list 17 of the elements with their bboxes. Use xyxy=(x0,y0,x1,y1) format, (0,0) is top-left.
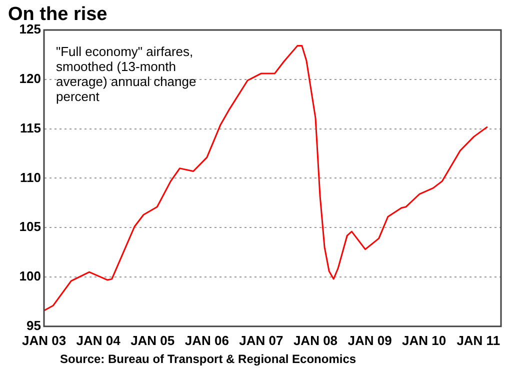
y-tick-label: 120 xyxy=(19,70,41,86)
annotation: "Full economy" airfares, smoothed (13-month average) annual change percent xyxy=(56,44,198,104)
y-tick-label: 105 xyxy=(19,219,41,234)
x-tick-label: JAN 08 xyxy=(293,332,338,348)
x-tick-label: JAN 11 xyxy=(456,332,500,348)
y-tick-label: 110 xyxy=(20,170,41,185)
x-tick-label: JAN 09 xyxy=(348,332,392,348)
y-tick-label: 100 xyxy=(19,268,41,284)
x-tick-label: JAN 10 xyxy=(402,332,446,348)
x-tick-label: JAN 03 xyxy=(22,332,66,348)
y-tick-label: 95 xyxy=(26,318,41,333)
source-note: Source: Bureau of Transport & Regional Economics xyxy=(60,352,356,366)
x-tick-label: JAN 07 xyxy=(239,332,284,348)
x-tick-label: JAN 06 xyxy=(184,332,229,348)
y-tick-label: 115 xyxy=(20,120,41,136)
x-tick-label: JAN 05 xyxy=(130,332,175,348)
x-tick-label: JAN 04 xyxy=(76,332,122,348)
